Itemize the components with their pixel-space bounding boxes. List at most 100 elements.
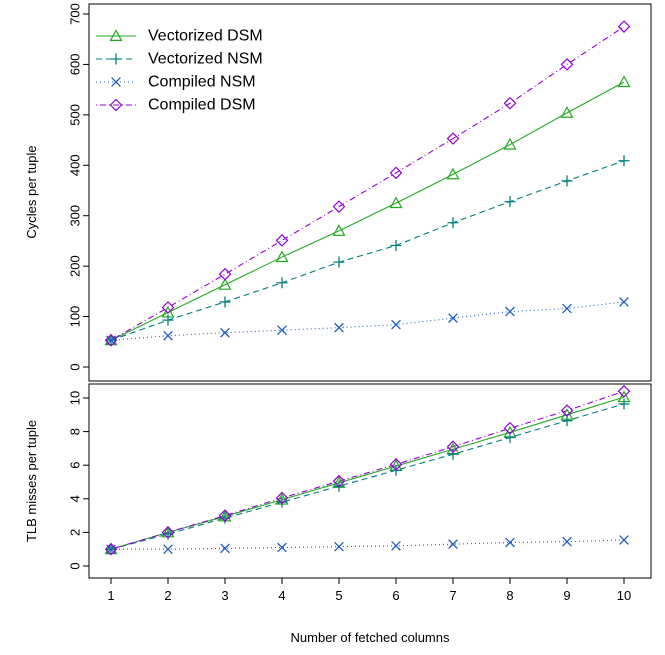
x-tick-label: 3: [221, 588, 228, 603]
x-tick-label: 2: [164, 588, 171, 603]
cycles-point-vectorized-nsm: [618, 155, 630, 167]
legend-label-compiled-dsm: Compiled DSM: [148, 97, 256, 114]
tlb-series-line-vectorized-dsm: [110, 396, 625, 550]
tlb-point-vectorized-nsm: [447, 448, 459, 460]
tlb-point-compiled-dsm: [218, 509, 232, 522]
tlb-point-compiled-nsm: [562, 536, 572, 547]
cycles-y-tick-label: 300: [68, 205, 83, 227]
legend: Vectorized DSM Vectorized NSM Compiled NSM…: [96, 28, 263, 114]
x-tick-label: 6: [392, 588, 399, 603]
tlb-series-line-compiled-nsm: [111, 539, 625, 550]
cycles-point-compiled-nsm: [448, 313, 458, 323]
cycles-point-compiled-nsm: [391, 319, 401, 330]
tlb-point-compiled-dsm: [275, 491, 289, 505]
tlb-point-compiled-nsm: [277, 542, 287, 553]
tlb-point-compiled-nsm: [391, 540, 401, 551]
legend-label-compiled-nsm: Compiled NSM: [148, 74, 256, 91]
cycles-y-tick-label: 400: [68, 154, 83, 176]
legend-marker-vectorized-nsm: [110, 53, 122, 65]
cycles-point-vectorized-dsm: [446, 167, 460, 180]
tlb-y-tick-label: 8: [68, 428, 83, 435]
cycles-point-compiled-nsm: [220, 327, 230, 338]
cycles-point-compiled-dsm: [218, 267, 232, 281]
tlb-point-compiled-dsm: [446, 440, 460, 454]
tlb-point-compiled-nsm: [505, 537, 515, 548]
cycles-y-tick-label: 600: [68, 54, 83, 76]
cycles-point-compiled-nsm: [277, 325, 287, 336]
cycles-y-tick-label: 0: [68, 363, 83, 370]
tlb-series-line-compiled-dsm: [110, 390, 625, 550]
cycles-point-compiled-dsm: [446, 132, 460, 145]
cycles-point-vectorized-nsm: [162, 314, 174, 326]
x-tick-label: 7: [449, 588, 456, 603]
tlb-series-line-vectorized-nsm: [110, 403, 625, 550]
cycles-point-vectorized-nsm: [390, 239, 402, 251]
cycles-point-vectorized-dsm: [389, 196, 403, 209]
cycles-point-vectorized-nsm: [276, 277, 288, 289]
cycles-point-vectorized-dsm: [503, 137, 517, 150]
cycles-point-compiled-dsm: [161, 301, 175, 314]
tlb-point-compiled-dsm: [332, 474, 346, 488]
tlb-point-compiled-dsm: [104, 542, 118, 556]
cycles-point-compiled-nsm: [505, 306, 515, 317]
tlb-point-compiled-dsm: [389, 458, 403, 471]
legend-marker-compiled-dsm: [109, 98, 123, 112]
x-tick-label: 8: [506, 588, 513, 603]
cycles-point-vectorized-nsm: [561, 175, 573, 187]
tlb-point-compiled-dsm: [617, 384, 631, 398]
legend-marker-vectorized-dsm: [109, 29, 123, 42]
tlb-point-vectorized-nsm: [561, 415, 573, 427]
cycles-point-compiled-dsm: [104, 333, 118, 347]
x-tick-label: 1: [107, 588, 114, 603]
tlb-y-tick-label: 0: [68, 562, 83, 569]
tlb-point-compiled-nsm: [334, 541, 344, 552]
x-tick-label: 5: [335, 588, 342, 603]
cycles-point-compiled-dsm: [617, 20, 631, 33]
legend-label-vectorized-nsm: Vectorized NSM: [148, 51, 263, 68]
legend-label-vectorized-dsm: Vectorized DSM: [148, 28, 263, 45]
cycles-point-compiled-dsm: [332, 200, 346, 213]
legend-marker-compiled-nsm: [111, 77, 121, 87]
cycles-y-tick-label: 700: [68, 3, 83, 25]
cycles-point-vectorized-nsm: [504, 196, 516, 208]
cycles-series-line-compiled-dsm: [110, 26, 625, 341]
x-axis-title: Number of fetched columns: [291, 630, 450, 645]
tlb-point-compiled-dsm: [503, 421, 517, 435]
x-tick-label: 10: [617, 588, 631, 603]
cycles-y-tick-label: 500: [68, 104, 83, 126]
cycles-series-line-compiled-nsm: [110, 301, 625, 341]
cycles-point-vectorized-dsm: [218, 278, 232, 290]
tlb-y-tick-label: 2: [68, 529, 83, 536]
tlb-point-vectorized-nsm: [276, 496, 288, 508]
tlb-point-compiled-nsm: [220, 543, 230, 554]
cycles-point-vectorized-dsm: [275, 250, 289, 263]
cycles-point-compiled-nsm: [562, 303, 572, 314]
cycles-point-compiled-nsm: [334, 322, 344, 333]
cycles-point-compiled-nsm: [619, 297, 629, 307]
cycles-point-vectorized-dsm: [560, 106, 574, 118]
tlb-point-compiled-nsm: [619, 535, 629, 545]
cycles-point-compiled-dsm: [275, 234, 289, 247]
cycles-y-axis-title: Cycles per tuple: [24, 145, 39, 238]
cycles-point-vectorized-dsm: [332, 224, 346, 236]
tlb-panel-frame: [88, 383, 652, 579]
cycles-point-compiled-nsm: [163, 330, 173, 341]
cycles-point-vectorized-nsm: [447, 217, 459, 229]
cycles-point-vectorized-nsm: [219, 296, 231, 308]
tlb-point-vectorized-nsm: [618, 398, 630, 410]
x-tick-label: 4: [278, 588, 285, 603]
tlb-point-compiled-dsm: [161, 526, 175, 539]
cycles-point-compiled-dsm: [503, 96, 517, 110]
tlb-point-compiled-dsm: [560, 404, 574, 417]
tlb-y-axis-title: TLB misses per tuple: [24, 420, 39, 542]
cycles-y-tick-label: 200: [68, 255, 83, 277]
cycles-series-line-vectorized-nsm: [110, 160, 625, 341]
tlb-y-tick-label: 10: [68, 391, 83, 405]
cycles-point-vectorized-nsm: [333, 256, 345, 268]
tlb-y-tick-label: 6: [68, 462, 83, 469]
cycles-y-tick-label: 100: [68, 306, 83, 328]
tlb-point-compiled-nsm: [163, 544, 173, 555]
